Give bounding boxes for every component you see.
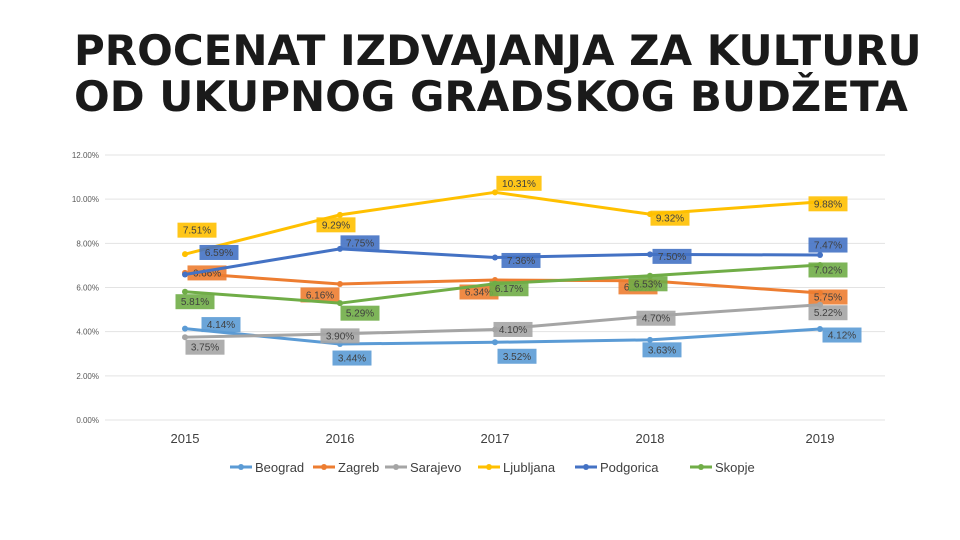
data-label-bg-ljubljana <box>316 217 356 233</box>
data-label-bg-podgorica <box>501 252 541 268</box>
data-label-sarajevo: 3.75% <box>191 343 219 354</box>
data-label-zagreb: 5.75% <box>814 293 842 304</box>
data-label-podgorica: 7.47% <box>814 241 842 252</box>
data-label-sarajevo: 5.22% <box>814 308 842 319</box>
data-label-sarajevo: 3.90% <box>326 331 354 342</box>
page-title: PROCENAT IZDVAJANJA ZA KULTURU OD UKUPNO… <box>74 28 934 120</box>
data-label-bg-sarajevo <box>493 321 533 337</box>
data-label-bg-sarajevo <box>636 310 676 326</box>
data-label-podgorica: 7.50% <box>658 252 686 263</box>
title-line-1: PROCENAT IZDVAJANJA ZA KULTURU <box>74 26 922 75</box>
data-label-bg-podgorica <box>808 237 848 253</box>
data-label-bg-sarajevo <box>185 339 225 355</box>
data-point-skopje <box>182 288 188 295</box>
data-label-ljubljana: 10.31% <box>502 179 536 190</box>
data-label-bg-ljubljana <box>496 175 542 191</box>
legend-label-zagreb: Zagreb <box>338 460 379 475</box>
data-label-skopje: 5.81% <box>181 297 209 308</box>
data-label-beograd: 3.63% <box>648 345 676 356</box>
data-label-ljubljana: 9.29% <box>322 220 350 231</box>
data-label-bg-skopje <box>628 276 668 292</box>
legend-label-sarajevo: Sarajevo <box>410 460 461 475</box>
legend-marker-sarajevo <box>393 464 399 470</box>
x-tick-label: 2016 <box>326 431 355 446</box>
legend-marker-zagreb <box>321 464 327 470</box>
legend-label-ljubljana: Ljubljana <box>503 460 556 475</box>
x-tick-label: 2019 <box>806 431 835 446</box>
data-point-ljubljana <box>182 251 188 258</box>
y-tick-label: 10.00% <box>72 195 99 204</box>
data-label-bg-zagreb <box>300 287 340 303</box>
data-point-podgorica <box>817 252 823 259</box>
legend-marker-podgorica <box>583 464 589 470</box>
data-label-bg-beograd <box>201 317 241 333</box>
data-label-ljubljana: 9.32% <box>656 214 684 225</box>
x-tick-label: 2018 <box>636 431 665 446</box>
data-point-skopje <box>337 300 343 307</box>
legend-marker-beograd <box>238 464 244 470</box>
data-label-bg-podgorica <box>199 244 239 260</box>
data-label-bg-skopje <box>175 294 215 310</box>
legend-marker-skopje <box>698 464 704 470</box>
data-label-bg-skopje <box>489 281 529 297</box>
data-label-skopje: 6.53% <box>634 279 662 290</box>
data-label-bg-zagreb <box>808 289 848 305</box>
data-label-bg-ljubljana <box>650 210 690 226</box>
legend-label-podgorica: Podgorica <box>600 460 659 475</box>
data-point-beograd <box>647 336 653 343</box>
data-point-podgorica <box>182 271 188 278</box>
data-point-zagreb <box>337 280 343 287</box>
data-label-bg-podgorica <box>340 235 380 251</box>
data-label-bg-skopje <box>340 305 380 321</box>
data-point-beograd <box>492 339 498 346</box>
data-label-beograd: 3.52% <box>503 352 531 363</box>
y-tick-label: 8.00% <box>76 239 99 248</box>
data-point-beograd <box>817 326 823 333</box>
data-label-bg-ljubljana <box>177 222 217 238</box>
x-tick-label: 2017 <box>481 431 510 446</box>
data-label-sarajevo: 4.70% <box>642 314 670 325</box>
data-label-podgorica: 7.75% <box>346 238 374 249</box>
data-label-podgorica: 7.36% <box>507 256 535 267</box>
data-label-bg-beograd <box>497 348 537 364</box>
data-label-zagreb: 6.34% <box>465 287 493 298</box>
data-label-bg-skopje <box>808 262 848 278</box>
data-label-zagreb: 6.16% <box>306 290 334 301</box>
data-label-bg-sarajevo <box>320 328 360 344</box>
data-label-bg-beograd <box>822 327 862 343</box>
series-line-ljubljana <box>183 190 822 256</box>
data-label-skopje: 6.17% <box>495 284 523 295</box>
data-point-ljubljana <box>337 211 343 218</box>
legend-marker-ljubljana <box>486 464 492 470</box>
data-label-ljubljana: 9.88% <box>814 199 842 210</box>
data-point-beograd <box>182 325 188 332</box>
title-line-2: OD UKUPNOG GRADSKOG BUDŽETA <box>74 72 908 121</box>
data-label-ljubljana: 7.51% <box>183 226 211 237</box>
data-label-podgorica: 6.59% <box>205 248 233 259</box>
data-label-skopje: 7.02% <box>814 265 842 276</box>
data-label-beograd: 4.12% <box>828 331 856 342</box>
legend-label-beograd: Beograd <box>255 460 304 475</box>
data-label-bg-sarajevo <box>808 305 848 321</box>
data-label-bg-beograd <box>642 342 682 358</box>
data-label-bg-beograd <box>332 350 372 366</box>
data-label-beograd: 3.44% <box>338 354 366 365</box>
data-label-beograd: 4.14% <box>207 320 235 331</box>
y-tick-label: 6.00% <box>76 284 99 293</box>
data-label-skopje: 5.29% <box>346 309 374 320</box>
data-point-sarajevo <box>182 334 188 341</box>
data-label-bg-podgorica <box>652 248 692 264</box>
y-tick-label: 4.00% <box>76 328 99 337</box>
y-tick-label: 0.00% <box>76 416 99 425</box>
data-point-podgorica <box>647 251 653 258</box>
y-tick-label: 2.00% <box>76 372 99 381</box>
data-label-sarajevo: 4.10% <box>499 325 527 336</box>
data-label-zagreb: 6.66% <box>193 268 221 279</box>
x-tick-label: 2015 <box>171 431 200 446</box>
data-point-podgorica <box>492 254 498 261</box>
y-tick-label: 12.00% <box>72 151 99 160</box>
data-label-bg-ljubljana <box>808 196 848 212</box>
legend-label-skopje: Skopje <box>715 460 755 475</box>
